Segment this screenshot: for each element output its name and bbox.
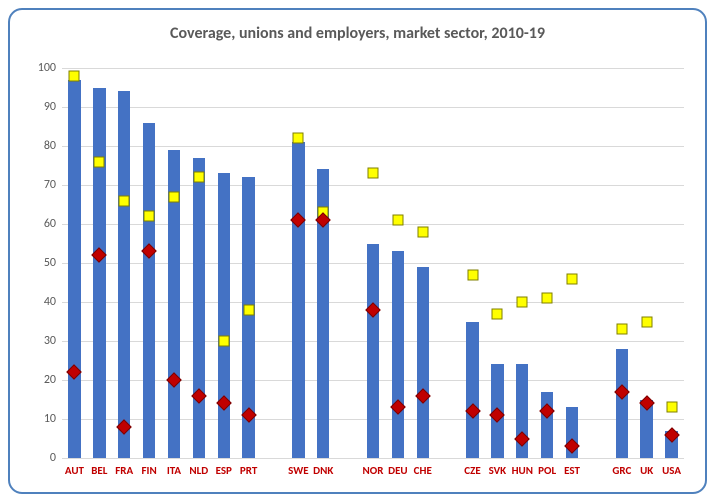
bar: [292, 142, 304, 458]
bar: [93, 88, 105, 459]
square-marker: [417, 226, 428, 237]
bar: [68, 80, 80, 458]
square-marker: [94, 156, 105, 167]
x-axis-label: NOR: [363, 464, 384, 477]
square-marker: [69, 70, 80, 81]
x-axis-label: FRA: [115, 464, 133, 477]
y-axis-label: 50: [44, 256, 56, 270]
gridline: [62, 146, 684, 147]
x-axis-label: ITA: [167, 464, 181, 477]
square-marker: [368, 168, 379, 179]
square-marker: [243, 304, 254, 315]
x-axis-label: NLD: [189, 464, 208, 477]
x-axis-label: ESP: [216, 464, 232, 477]
bar: [466, 322, 478, 459]
square-marker: [616, 324, 627, 335]
y-axis-label: 80: [44, 139, 56, 153]
square-marker: [193, 172, 204, 183]
x-axis-label: PRT: [240, 464, 257, 477]
y-axis-label: 60: [44, 217, 56, 231]
x-axis-label: DEU: [388, 464, 407, 477]
square-marker: [293, 133, 304, 144]
x-axis-label: DNK: [313, 464, 333, 477]
square-marker: [517, 297, 528, 308]
bar: [143, 123, 155, 458]
square-marker: [144, 211, 155, 222]
plot-area: 0102030405060708090100AUTBELFRAFINITANLD…: [62, 68, 684, 458]
y-axis-label: 70: [44, 178, 56, 192]
square-marker: [119, 195, 130, 206]
square-marker: [392, 215, 403, 226]
y-axis-label: 90: [44, 100, 56, 114]
chart-title: Coverage, unions and employers, market s…: [10, 24, 705, 43]
bar: [541, 392, 553, 458]
bar: [193, 158, 205, 458]
x-axis-label: BEL: [91, 464, 107, 477]
y-axis-label: 100: [38, 61, 56, 75]
y-axis-label: 30: [44, 334, 56, 348]
square-marker: [218, 336, 229, 347]
x-axis-label: GRC: [612, 464, 631, 477]
y-axis-label: 0: [50, 451, 56, 465]
x-axis-label: EST: [564, 464, 580, 477]
x-axis-label: UK: [640, 464, 653, 477]
y-axis-label: 40: [44, 295, 56, 309]
y-axis-label: 10: [44, 412, 56, 426]
gridline: [62, 224, 684, 225]
square-marker: [542, 293, 553, 304]
bar: [367, 244, 379, 459]
square-marker: [467, 269, 478, 280]
x-axis-label: HUN: [512, 464, 533, 477]
gridline: [62, 68, 684, 69]
y-axis-label: 20: [44, 373, 56, 387]
square-marker: [492, 308, 503, 319]
square-marker: [666, 402, 677, 413]
x-axis-label: POL: [538, 464, 556, 477]
bar: [616, 349, 628, 458]
square-marker: [641, 316, 652, 327]
bar: [118, 91, 130, 458]
x-axis-label: CHE: [414, 464, 432, 477]
gridline: [62, 458, 684, 459]
x-axis-label: USA: [662, 464, 681, 477]
x-axis-label: FIN: [141, 464, 156, 477]
bar: [218, 173, 230, 458]
square-marker: [567, 273, 578, 284]
x-axis-label: SWE: [288, 464, 308, 477]
square-marker: [168, 191, 179, 202]
x-axis-label: AUT: [65, 464, 84, 477]
bar: [417, 267, 429, 458]
bar: [392, 251, 404, 458]
x-axis-label: SVK: [489, 464, 507, 477]
gridline: [62, 185, 684, 186]
gridline: [62, 107, 684, 108]
x-axis-label: CZE: [464, 464, 480, 477]
